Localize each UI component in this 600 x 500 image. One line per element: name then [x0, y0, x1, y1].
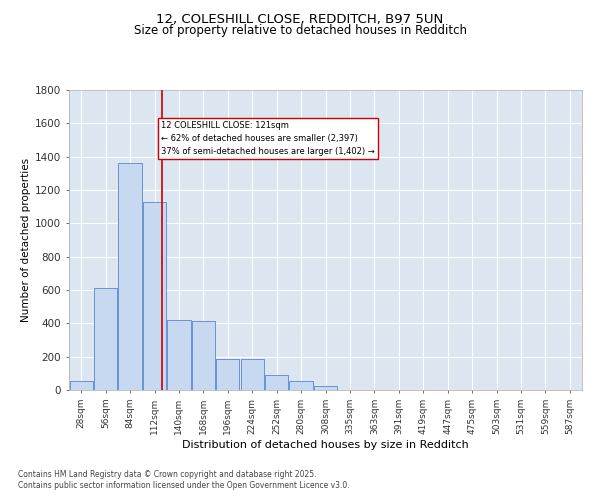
Text: Contains HM Land Registry data © Crown copyright and database right 2025.: Contains HM Land Registry data © Crown c… [18, 470, 317, 479]
Text: 12 COLESHILL CLOSE: 121sqm
← 62% of detached houses are smaller (2,397)
37% of s: 12 COLESHILL CLOSE: 121sqm ← 62% of deta… [161, 122, 375, 156]
Text: 12, COLESHILL CLOSE, REDDITCH, B97 5UN: 12, COLESHILL CLOSE, REDDITCH, B97 5UN [157, 12, 443, 26]
Bar [118, 164, 142, 390]
Bar [94, 288, 117, 390]
Bar [216, 359, 239, 390]
Bar [265, 375, 288, 390]
X-axis label: Distribution of detached houses by size in Redditch: Distribution of detached houses by size … [182, 440, 469, 450]
Bar [289, 381, 313, 390]
Text: Contains public sector information licensed under the Open Government Licence v3: Contains public sector information licen… [18, 481, 350, 490]
Y-axis label: Number of detached properties: Number of detached properties [21, 158, 31, 322]
Bar [143, 202, 166, 390]
Bar [70, 381, 93, 390]
Bar [192, 321, 215, 390]
Text: Size of property relative to detached houses in Redditch: Size of property relative to detached ho… [133, 24, 467, 37]
Bar [241, 359, 264, 390]
Bar [314, 386, 337, 390]
Bar [167, 320, 191, 390]
